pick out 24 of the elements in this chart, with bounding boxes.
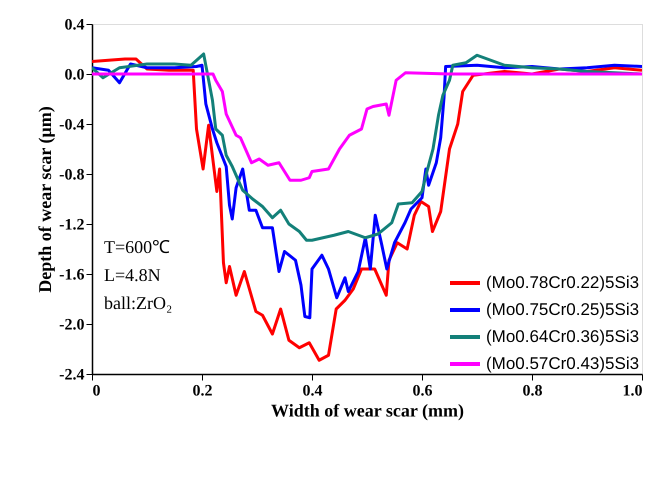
legend-label: (Mo0.78Cr0.22)5Si3 xyxy=(486,273,640,292)
y-tick-label: -1.2 xyxy=(59,216,84,234)
line-series xyxy=(92,71,642,182)
legend-label: (Mo0.75Cr0.25)5Si3 xyxy=(486,300,640,319)
legend-label: (Mo0.57Cr0.43)5Si3 xyxy=(486,354,640,373)
y-tick-label: -1.6 xyxy=(59,266,84,284)
y-tick-label: 0.0 xyxy=(64,66,84,84)
x-tick-label: 0.6 xyxy=(412,382,432,400)
annotation: ball:ZrO₂ xyxy=(104,293,172,313)
y-axis-title: Depth of wear scar (μm) xyxy=(35,106,56,293)
y-tick-label: -2.4 xyxy=(59,366,84,384)
y-tick-label: -0.8 xyxy=(59,166,84,184)
annotation: L=4.8N xyxy=(104,265,161,285)
x-tick-label: 0.8 xyxy=(522,382,542,400)
x-tick-label: 0.4 xyxy=(302,382,322,400)
x-tick-label: 0 xyxy=(92,382,100,400)
annotation: T=600℃ xyxy=(104,237,170,257)
legend-label: (Mo0.64Cr0.36)5Si3 xyxy=(486,327,640,346)
x-tick-label: 0.2 xyxy=(192,382,212,400)
x-tick-label: 1.0 xyxy=(622,382,642,400)
y-tick-label: -2.0 xyxy=(59,316,84,334)
y-tick-label: 0.4 xyxy=(64,16,84,34)
y-tick-label: -0.4 xyxy=(59,116,84,134)
x-axis-title: Width of wear scar (mm) xyxy=(271,400,464,420)
